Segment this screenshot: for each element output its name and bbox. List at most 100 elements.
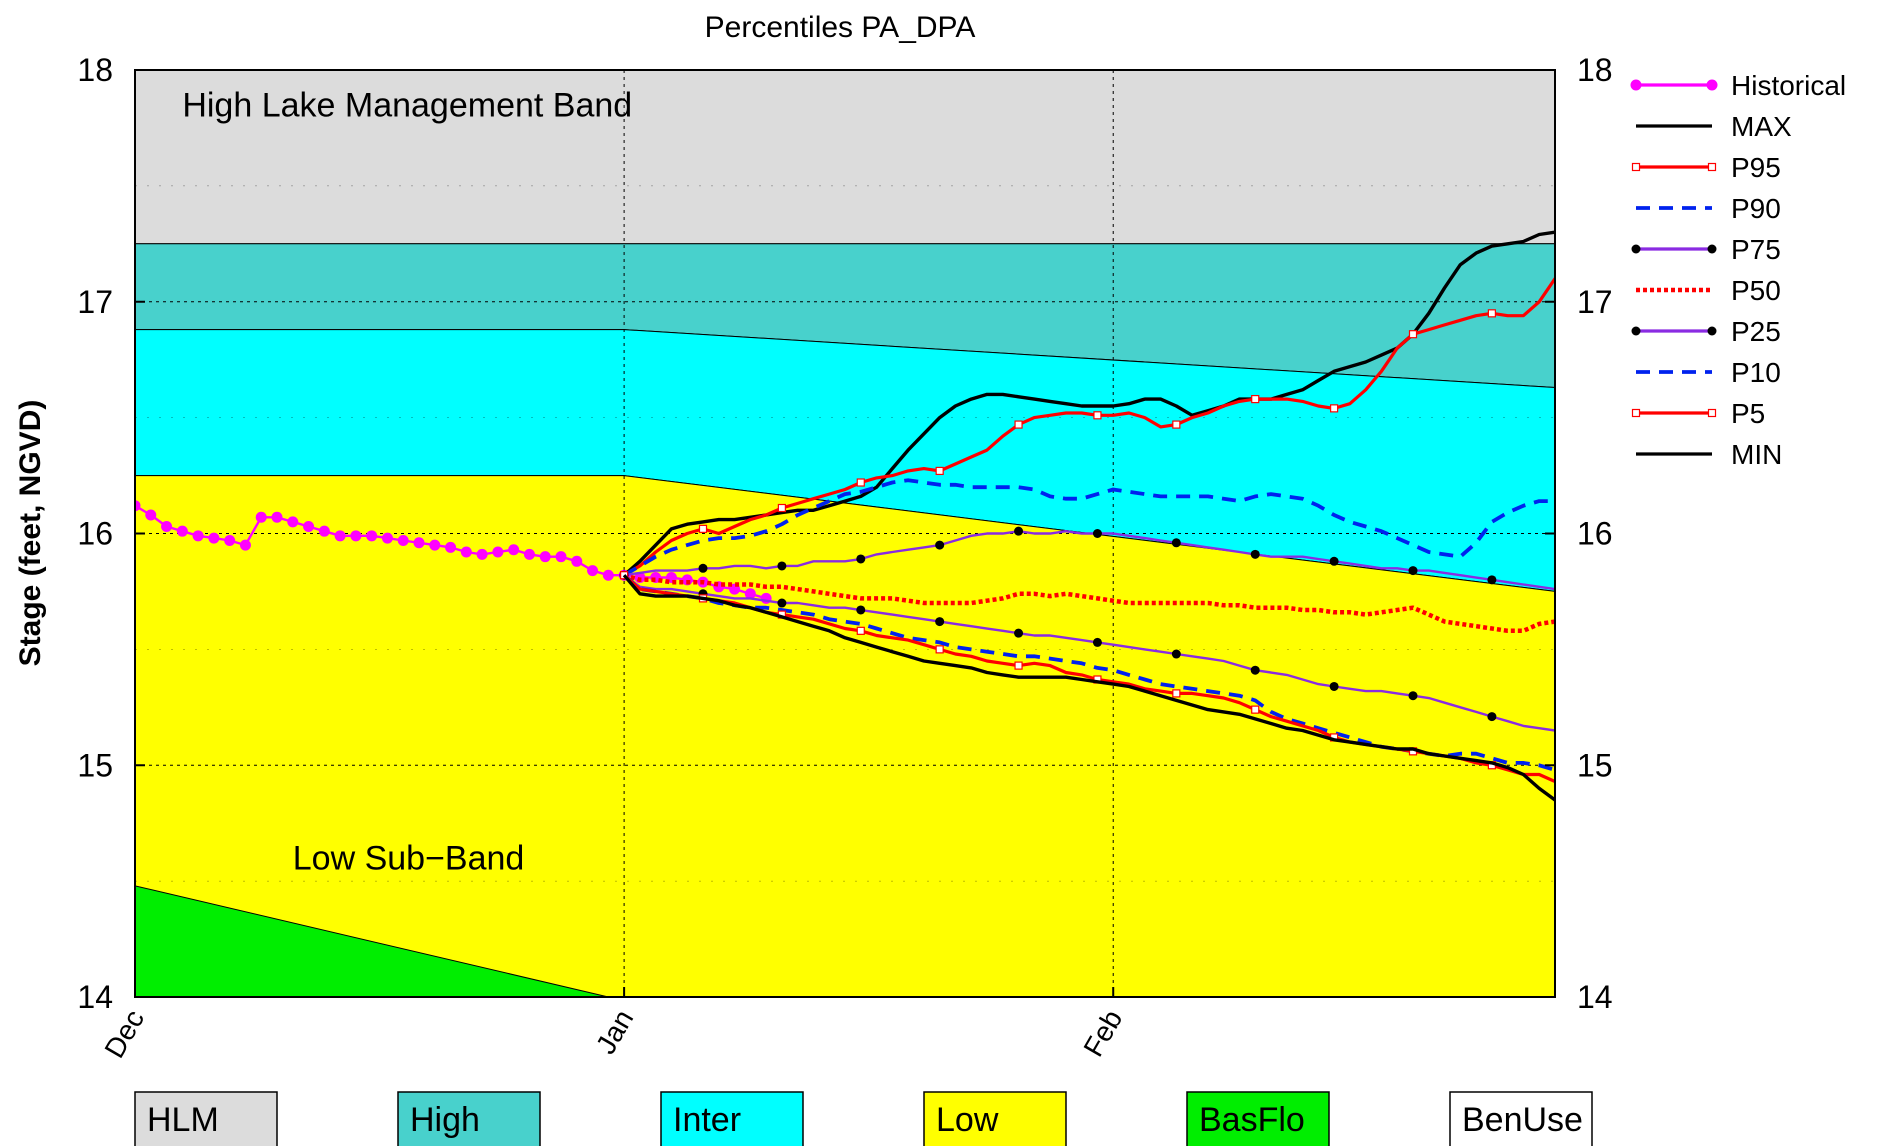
marker-historical [523, 548, 535, 560]
marker-p25 [1014, 628, 1024, 638]
marker-historical [255, 511, 267, 523]
x-tick-label: Jan [590, 1005, 639, 1060]
band-legend-inter: Inter [660, 1091, 804, 1146]
band-legend-label-inter: Inter [673, 1101, 741, 1139]
marker-historical [397, 534, 409, 546]
marker-historical [445, 541, 457, 553]
marker-historical [381, 532, 393, 544]
marker-p95 [1707, 162, 1717, 172]
band-legend-swatch-hlm [134, 1091, 278, 1146]
legend-entry-p25: P25 [1631, 316, 1781, 347]
marker-p95 [1330, 404, 1339, 413]
marker-historical [508, 544, 520, 556]
marker-p75 [856, 554, 866, 564]
y-axis-label: Stage (feet, NGVD) [14, 400, 47, 667]
marker-historical [135, 500, 141, 512]
marker-historical [602, 569, 614, 581]
marker-historical [192, 530, 204, 542]
y-tick-label-right: 17 [1577, 284, 1613, 320]
series-lines [135, 230, 1575, 802]
legend-entry-p50: P50 [1636, 275, 1781, 306]
band-hlm [135, 70, 1555, 245]
band-legend-label-basflo: BasFlo [1199, 1101, 1305, 1139]
marker-p95 [856, 478, 865, 487]
marker-p5 [856, 626, 865, 635]
marker-historical [539, 551, 551, 563]
series-p50 [623, 573, 1555, 634]
legend-label-max: MAX [1731, 111, 1792, 142]
x-tick-label: Feb [1077, 1005, 1128, 1062]
legend-entry-min: MIN [1636, 439, 1782, 470]
marker-p95 [1487, 309, 1496, 318]
marker-p5 [1567, 783, 1574, 790]
band-legend-label-high: High [410, 1101, 480, 1139]
legend-label-p90: P90 [1731, 193, 1781, 224]
marker-historical [224, 534, 236, 546]
marker-p25 [1487, 712, 1497, 722]
series-p75 [619, 526, 1575, 596]
legend-label-p10: P10 [1731, 357, 1781, 388]
band-legend-high: High [397, 1091, 541, 1146]
legend-label-historical: Historical [1731, 70, 1846, 101]
marker-historical [161, 521, 173, 533]
marker-p25 [777, 598, 787, 608]
legend-entry-historical: Historical [1630, 70, 1846, 101]
band-legend-swatch-basflo [1186, 1091, 1330, 1146]
marker-p25 [1707, 326, 1717, 336]
series-p90 [623, 478, 1555, 577]
legend-entry-p5: P5 [1631, 398, 1765, 429]
y-tick-label-left: 17 [77, 284, 113, 320]
marker-p75 [1487, 575, 1497, 585]
marker-p5 [1014, 661, 1023, 670]
marker-p95 [777, 503, 786, 513]
legend-label-p5: P5 [1731, 398, 1765, 429]
band-legend-hlm: HLM [134, 1091, 278, 1146]
marker-historical [429, 539, 441, 551]
marker-p25 [1092, 637, 1102, 647]
legend-entry-p10: P10 [1636, 357, 1781, 388]
marker-historical [208, 532, 220, 544]
legend-entry-p90: P90 [1636, 193, 1781, 224]
marker-p95 [1251, 394, 1260, 404]
marker-p75 [1566, 587, 1575, 596]
marker-p75 [1631, 244, 1641, 254]
legend-label-p25: P25 [1731, 316, 1781, 347]
marker-p25 [856, 605, 866, 615]
marker-historical [492, 546, 504, 558]
marker-p95 [1093, 411, 1102, 420]
legend-entry-p75: P75 [1631, 234, 1781, 265]
marker-p75 [777, 561, 787, 571]
legend-label-p50: P50 [1731, 275, 1781, 306]
band-legend-basflo: BasFlo [1186, 1091, 1330, 1146]
marker-historical [744, 588, 756, 600]
marker-p75 [1250, 549, 1260, 559]
band-legend-swatch-inter [660, 1091, 804, 1146]
marker-p75 [1092, 529, 1102, 538]
y-tick-label-right: 14 [1577, 979, 1613, 1015]
series-line-p90 [623, 478, 1555, 577]
marker-p5 [1707, 408, 1717, 418]
marker-historical [318, 525, 330, 537]
band-legend-label-benuse: BenUse [1462, 1101, 1583, 1139]
y-tick-label-left: 15 [77, 747, 113, 783]
marker-historical [555, 551, 567, 563]
chart-title: Percentiles PA_DPA [705, 11, 976, 44]
band-basflo [135, 885, 1555, 997]
marker-historical [145, 509, 157, 521]
marker-p5 [1172, 689, 1181, 698]
marker-historical [176, 525, 188, 537]
marker-p75 [698, 563, 708, 573]
band-legend: HLM High Inter Low BasFlo BenUse [134, 1091, 1593, 1146]
marker-p95 [1172, 420, 1181, 429]
series-legend: Historical MAX P95 P90 P75 P50 P25 P10 P5 MIN [1630, 70, 1846, 470]
marker-historical [303, 521, 315, 533]
marker-p95 [1631, 162, 1641, 172]
marker-p5 [935, 645, 944, 654]
marker-p75 [1171, 538, 1181, 548]
marker-p95 [1014, 420, 1023, 429]
marker-historical [1706, 79, 1718, 91]
series-historical [135, 500, 772, 604]
y-tick-label-right: 16 [1577, 516, 1613, 552]
marker-p75 [1014, 526, 1024, 536]
